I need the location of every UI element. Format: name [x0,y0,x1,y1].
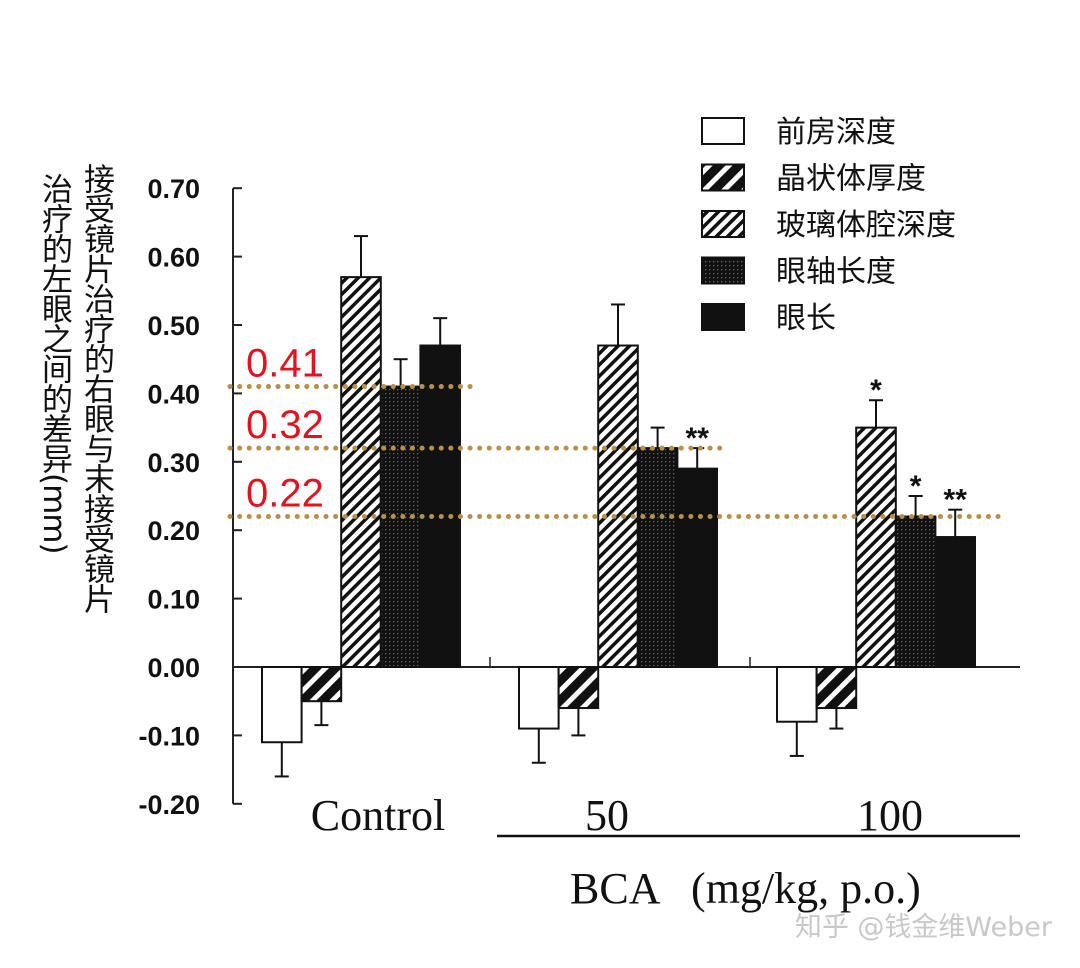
bar [676,467,719,669]
bar [300,666,343,703]
legend-label: 前房深度 [776,115,896,150]
legend-swatch [701,210,745,238]
y-tick-label: 0.30 [147,448,200,478]
legend-label: 眼长 [776,301,836,336]
category-label: Control [311,791,445,840]
bar [776,666,818,723]
bar [518,666,560,730]
y-tick-label: 0.60 [147,243,200,273]
significance-marker: * [870,374,882,407]
x-axis-label: BCA (mg/kg, p.o.) [570,864,921,913]
y-tick-label: 0.10 [147,585,200,615]
y-axis-label-line1: 接受镜片治疗的右眼与末接受镜片 [78,163,114,613]
legend-swatch [701,303,745,331]
bar [340,276,382,668]
y-tick-label: 0.20 [147,516,200,546]
legend-swatch [701,256,745,285]
y-tick-label: -0.20 [138,790,200,820]
y-tick-label: -0.10 [138,721,200,751]
bar [261,666,303,744]
y-tick-label: 0.00 [147,653,200,683]
bar [636,447,679,668]
bar [815,666,858,710]
legend-swatch [701,117,745,145]
bar [597,344,639,668]
significance-marker: ** [944,484,968,517]
bar [894,515,937,669]
legend-label: 晶状体厚度 [776,162,926,197]
y-tick-label: 0.70 [147,174,200,204]
bar [557,666,600,710]
bar [419,344,461,668]
significance-marker: * [910,470,922,503]
y-tick-label: 0.50 [147,311,200,341]
reference-label: 0.22 [246,472,324,516]
category-label: 50 [585,791,629,840]
category-label: 100 [857,791,923,840]
significance-marker: ** [686,422,710,455]
watermark: 知乎 @钱金维Weber [794,912,1052,943]
bar [379,385,422,668]
reference-label: 0.41 [246,342,324,386]
legend-swatch [701,163,745,192]
y-axis-label-line2: 治疗的左眼之间的差异(mm) [36,173,72,554]
bar [855,426,897,668]
legend-label: 玻璃体腔深度 [776,208,956,243]
legend-label: 眼轴长度 [776,255,896,290]
reference-label: 0.32 [246,403,324,447]
y-tick-label: 0.40 [147,379,200,409]
bar [934,536,977,668]
